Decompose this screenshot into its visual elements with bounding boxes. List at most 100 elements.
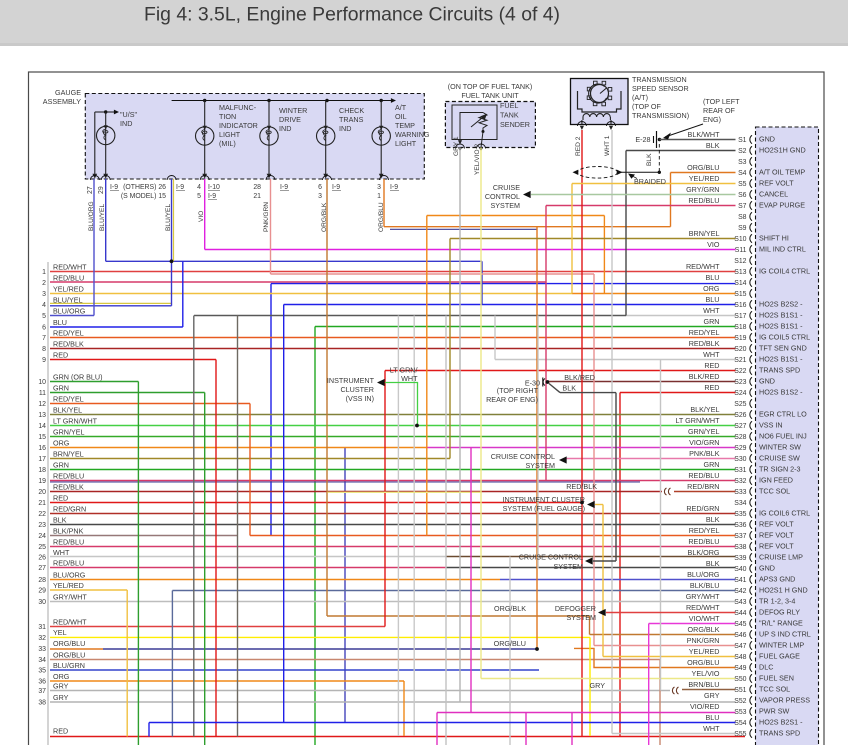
svg-text:SYSTEM: SYSTEM (525, 461, 555, 470)
svg-text:RED/YEL: RED/YEL (53, 394, 84, 403)
svg-text:RED: RED (704, 361, 719, 370)
svg-text:GRY 1: GRY 1 (453, 136, 460, 156)
svg-text:5: 5 (197, 193, 201, 200)
svg-text:Fig 4: 3.5L, Engine Performanc: Fig 4: 3.5L, Engine Performance Circuits… (144, 4, 560, 26)
svg-text:3: 3 (318, 193, 322, 200)
svg-text:RED/BLK: RED/BLK (566, 482, 597, 491)
svg-text:ORG/BLU: ORG/BLU (378, 202, 385, 232)
svg-text:(TOP RIGHT: (TOP RIGHT (497, 386, 539, 395)
svg-text:GRY: GRY (704, 691, 720, 700)
svg-text:IGN FEED: IGN FEED (759, 476, 793, 485)
svg-text:CONTROL: CONTROL (485, 192, 520, 201)
svg-text:S1: S1 (738, 137, 747, 144)
svg-text:YEL: YEL (53, 628, 67, 637)
svg-text:11: 11 (39, 390, 46, 397)
svg-text:"R/L" RANGE: "R/L" RANGE (759, 619, 803, 628)
svg-text:S15: S15 (734, 291, 746, 298)
svg-text:IG COIL4 CTRL: IG COIL4 CTRL (759, 267, 810, 276)
svg-text:6: 6 (42, 325, 46, 332)
svg-text:RED: RED (53, 493, 68, 502)
svg-text:BLK: BLK (562, 384, 576, 393)
svg-text:EVAP PURGE: EVAP PURGE (759, 201, 805, 210)
svg-text:LT GRN/: LT GRN/ (390, 366, 418, 375)
svg-text:S2: S2 (738, 148, 747, 155)
svg-text:SYSTEM (FUEL GAUGE): SYSTEM (FUEL GAUGE) (503, 504, 585, 513)
svg-text:INSTRUMENT CLUSTER: INSTRUMENT CLUSTER (502, 495, 585, 504)
svg-text:ORG/BLU: ORG/BLU (53, 639, 85, 648)
svg-text:31: 31 (38, 624, 46, 631)
svg-text:REF VOLT: REF VOLT (759, 520, 794, 529)
svg-text:ORG: ORG (53, 672, 70, 681)
svg-text:RED/YEL: RED/YEL (689, 328, 720, 337)
svg-text:22: 22 (38, 511, 46, 518)
svg-text:APS3 GND: APS3 GND (759, 575, 795, 584)
svg-text:RED/BLK: RED/BLK (53, 339, 84, 348)
svg-text:BLK/PNK: BLK/PNK (53, 526, 84, 535)
svg-text:35: 35 (38, 668, 46, 675)
svg-text:BLU/YEL: BLU/YEL (165, 204, 172, 231)
svg-text:FUEL GAGE: FUEL GAGE (759, 652, 800, 661)
svg-text:IND: IND (120, 119, 132, 128)
svg-text:6: 6 (318, 184, 322, 191)
svg-text:1: 1 (42, 269, 46, 276)
svg-text:BLU/YEL: BLU/YEL (53, 295, 83, 304)
svg-text:SPEED SENSOR: SPEED SENSOR (632, 84, 689, 93)
svg-text:IG COIL6 CTRL: IG COIL6 CTRL (759, 509, 810, 518)
svg-text:RED/BLU: RED/BLU (53, 558, 84, 567)
svg-text:CRUISE: CRUISE (493, 183, 520, 192)
svg-text:TRANS SPD: TRANS SPD (759, 729, 800, 738)
svg-text:SYSTEM: SYSTEM (566, 613, 596, 622)
svg-text:WHT 1: WHT 1 (604, 135, 611, 156)
svg-text:S54: S54 (734, 720, 746, 727)
svg-text:TRANSMISSION): TRANSMISSION) (632, 111, 689, 120)
svg-text:I-9: I-9 (390, 184, 398, 191)
svg-text:GRY: GRY (53, 693, 69, 702)
svg-text:GRY: GRY (590, 681, 606, 690)
svg-text:S31: S31 (734, 467, 746, 474)
svg-text:ORG/BLU: ORG/BLU (687, 163, 719, 172)
svg-text:SYSTEM: SYSTEM (490, 201, 520, 210)
svg-text:FUEL: FUEL (500, 101, 518, 110)
svg-text:YEL/RED: YEL/RED (53, 284, 84, 293)
svg-text:HO2S B1S1 -: HO2S B1S1 - (759, 355, 803, 364)
svg-text:REAR OF ENG): REAR OF ENG) (486, 395, 538, 404)
svg-text:S5: S5 (738, 181, 747, 188)
svg-text:1: 1 (377, 193, 381, 200)
svg-text:S25: S25 (734, 401, 746, 408)
svg-text:A/T: A/T (395, 103, 407, 112)
svg-text:S32: S32 (734, 478, 746, 485)
svg-text:S35: S35 (734, 511, 746, 518)
svg-text:S20: S20 (734, 346, 746, 353)
svg-text:REF VOLT: REF VOLT (759, 531, 794, 540)
svg-text:BLU/ORG: BLU/ORG (88, 201, 95, 231)
svg-text:S33: S33 (734, 489, 746, 496)
svg-text:S36: S36 (734, 522, 746, 529)
svg-text:S34: S34 (734, 500, 746, 507)
svg-text:MIL IND CTRL: MIL IND CTRL (759, 245, 806, 254)
svg-text:LT GRN/WHT: LT GRN/WHT (675, 416, 720, 425)
svg-text:ORG/BLU: ORG/BLU (53, 650, 85, 659)
svg-text:TCC SOL: TCC SOL (759, 487, 790, 496)
svg-text:8: 8 (42, 346, 46, 353)
svg-text:(TOP OF: (TOP OF (632, 102, 661, 111)
svg-text:I-9: I-9 (208, 193, 216, 200)
svg-text:VIO/WHT: VIO/WHT (689, 614, 720, 623)
svg-text:WHT: WHT (703, 350, 720, 359)
svg-text:GRN/YEL: GRN/YEL (688, 427, 720, 436)
svg-text:VIO/GRN: VIO/GRN (689, 438, 719, 447)
svg-text:PWR SW: PWR SW (759, 707, 790, 716)
svg-text:S13: S13 (734, 269, 746, 276)
svg-text:CRUISE SW: CRUISE SW (759, 454, 800, 463)
svg-text:I-9: I-9 (176, 184, 184, 191)
svg-text:BRN/YEL: BRN/YEL (689, 229, 720, 238)
svg-text:YEL/RED: YEL/RED (689, 647, 720, 656)
svg-text:MALFUNC-: MALFUNC- (219, 103, 257, 112)
svg-text:S45: S45 (734, 621, 746, 628)
svg-text:GRN/YEL: GRN/YEL (53, 427, 85, 436)
svg-text:S6: S6 (738, 192, 747, 199)
svg-text:S49: S49 (734, 665, 746, 672)
svg-text:YEL/VIO 2: YEL/VIO 2 (474, 144, 481, 175)
svg-text:28: 28 (253, 184, 261, 191)
svg-text:BLK/BLU: BLK/BLU (690, 581, 720, 590)
svg-text:HO2S B2S2 -: HO2S B2S2 - (759, 300, 803, 309)
